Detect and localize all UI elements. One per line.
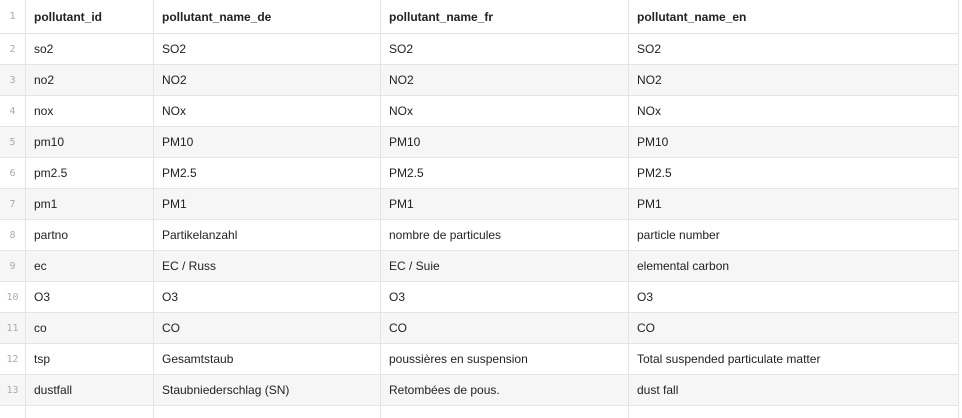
row-number: 2 (9, 43, 16, 55)
row-number: 1 (9, 11, 16, 22)
row-number: 3 (9, 74, 16, 86)
table-cell[interactable]: particle number (628, 220, 958, 250)
row-number: 11 (6, 322, 19, 334)
table-cell[interactable]: no2 (25, 65, 153, 95)
table-cell[interactable]: SO2 (628, 34, 958, 64)
table-row[interactable]: 11 co CO CO CO (0, 313, 958, 344)
table-cell[interactable]: poussières en suspension (380, 344, 628, 374)
column-header-pollutant-name-de[interactable]: pollutant_name_de (153, 0, 380, 33)
table-cell[interactable]: PM2.5 (153, 158, 380, 188)
table-cell[interactable]: PM1 (380, 189, 628, 219)
row-number: 9 (9, 260, 16, 272)
table-row[interactable]: 10 O3 O3 O3 O3 (0, 282, 958, 313)
row-number: 13 (6, 384, 19, 396)
column-header-pollutant-name-en[interactable]: pollutant_name_en (628, 0, 958, 33)
table-cell[interactable]: dust fall (628, 375, 958, 405)
table-cell[interactable]: O3 (380, 282, 628, 312)
table-cell (153, 406, 380, 418)
table-cell[interactable]: PM10 (380, 127, 628, 157)
table-cell[interactable]: NOx (153, 96, 380, 126)
table-cell[interactable]: tsp (25, 344, 153, 374)
table-cell[interactable]: O3 (628, 282, 958, 312)
table-cell[interactable]: SO2 (153, 34, 380, 64)
table-row[interactable]: 13 dustfall Staubniederschlag (SN) Retom… (0, 375, 958, 406)
table-cell[interactable]: PM2.5 (628, 158, 958, 188)
table-row[interactable]: 8 partno Partikelanzahl nombre de partic… (0, 220, 958, 251)
table-cell (628, 406, 958, 418)
table-cell[interactable]: NO2 (380, 65, 628, 95)
table-cell[interactable]: ec (25, 251, 153, 281)
row-number: 8 (9, 229, 16, 241)
table-row[interactable]: 5 pm10 PM10 PM10 PM10 (0, 127, 958, 158)
table-row[interactable]: 9 ec EC / Russ EC / Suie elemental carbo… (0, 251, 958, 282)
table-cell[interactable]: PM1 (628, 189, 958, 219)
table-cell[interactable]: Total suspended particulate matter (628, 344, 958, 374)
table-row[interactable]: 4 nox NOx NOx NOx (0, 96, 958, 127)
table-row-partial (0, 406, 958, 418)
table-cell[interactable]: so2 (25, 34, 153, 64)
table-cell[interactable]: partno (25, 220, 153, 250)
table-cell[interactable]: nombre de particules (380, 220, 628, 250)
table-cell[interactable]: NOx (380, 96, 628, 126)
table-cell[interactable]: PM2.5 (380, 158, 628, 188)
table-cell[interactable]: Gesamtstaub (153, 344, 380, 374)
table-cell[interactable]: NOx (628, 96, 958, 126)
table-cell[interactable]: nox (25, 96, 153, 126)
table-row[interactable]: 7 pm1 PM1 PM1 PM1 (0, 189, 958, 220)
table-cell[interactable]: Staubniederschlag (SN) (153, 375, 380, 405)
table-cell[interactable]: Partikelanzahl (153, 220, 380, 250)
table-cell[interactable]: NO2 (153, 65, 380, 95)
table-cell[interactable]: EC / Suie (380, 251, 628, 281)
row-number (0, 406, 25, 418)
table-cell[interactable]: SO2 (380, 34, 628, 64)
row-number: 4 (9, 105, 16, 117)
table-cell[interactable]: pm1 (25, 189, 153, 219)
column-header-pollutant-name-fr[interactable]: pollutant_name_fr (380, 0, 628, 33)
table-row[interactable]: 12 tsp Gesamtstaub poussières en suspens… (0, 344, 958, 375)
table-cell[interactable]: pm2.5 (25, 158, 153, 188)
table-cell[interactable]: O3 (153, 282, 380, 312)
table-header-row: 1 pollutant_id pollutant_name_de polluta… (0, 0, 958, 34)
row-number: 7 (9, 198, 16, 210)
table-row[interactable]: 2 so2 SO2 SO2 SO2 (0, 34, 958, 65)
table-cell[interactable]: CO (380, 313, 628, 343)
table-row[interactable]: 3 no2 NO2 NO2 NO2 (0, 65, 958, 96)
row-number: 12 (6, 353, 19, 365)
row-number: 5 (9, 136, 16, 148)
table-cell[interactable]: elemental carbon (628, 251, 958, 281)
table-cell[interactable]: PM10 (153, 127, 380, 157)
table-cell[interactable]: dustfall (25, 375, 153, 405)
table-cell[interactable]: O3 (25, 282, 153, 312)
table-cell[interactable]: NO2 (628, 65, 958, 95)
table-cell[interactable]: CO (628, 313, 958, 343)
table-cell[interactable]: PM10 (628, 127, 958, 157)
row-number: 10 (6, 291, 19, 303)
table-cell[interactable]: pm10 (25, 127, 153, 157)
table-cell[interactable]: PM1 (153, 189, 380, 219)
table-cell[interactable]: EC / Russ (153, 251, 380, 281)
column-header-pollutant-id[interactable]: pollutant_id (25, 0, 153, 33)
table-cell (25, 406, 153, 418)
row-number: 6 (9, 167, 16, 179)
table-cell[interactable]: CO (153, 313, 380, 343)
table-row[interactable]: 6 pm2.5 PM2.5 PM2.5 PM2.5 (0, 158, 958, 189)
table-cell[interactable]: co (25, 313, 153, 343)
table-cell (380, 406, 628, 418)
table-cell[interactable]: Retombées de pous. (380, 375, 628, 405)
